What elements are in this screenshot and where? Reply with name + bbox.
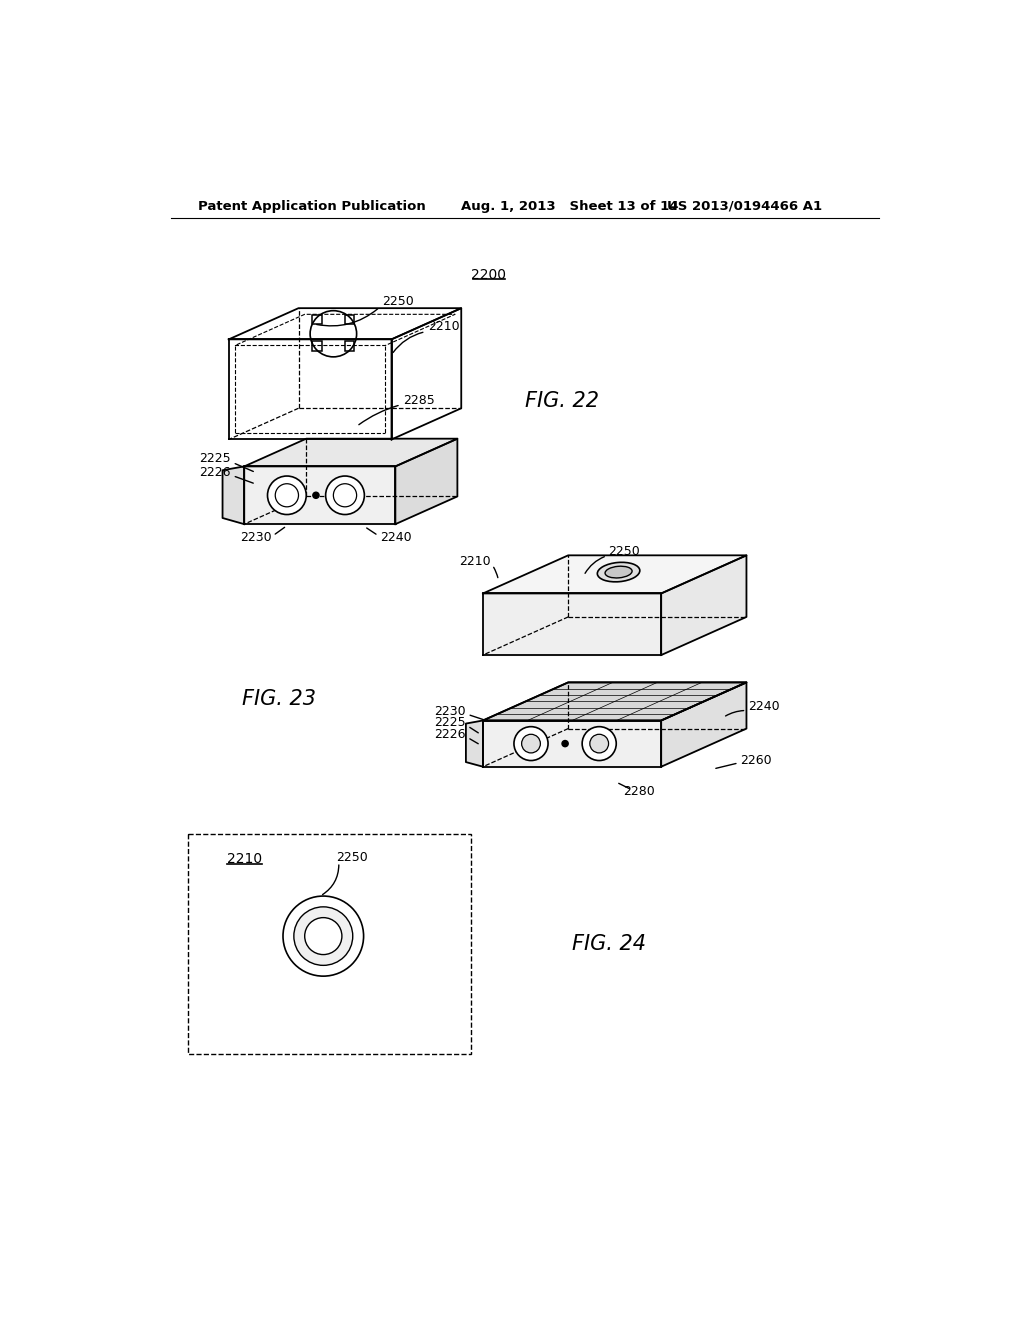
- Text: FIG. 24: FIG. 24: [571, 933, 645, 954]
- Circle shape: [521, 734, 541, 752]
- Polygon shape: [483, 682, 746, 721]
- Circle shape: [514, 726, 548, 760]
- Text: FIG. 22: FIG. 22: [525, 391, 599, 411]
- Polygon shape: [662, 556, 746, 655]
- Bar: [188, 834, 471, 1053]
- Ellipse shape: [605, 566, 632, 578]
- Circle shape: [590, 734, 608, 752]
- Text: 2210: 2210: [227, 853, 262, 866]
- Text: 2260: 2260: [740, 754, 772, 767]
- Text: FIG. 23: FIG. 23: [242, 689, 316, 709]
- Polygon shape: [662, 682, 746, 767]
- Text: 2240: 2240: [380, 531, 412, 544]
- Text: 2250: 2250: [608, 545, 640, 557]
- Bar: [312, 342, 322, 351]
- Polygon shape: [483, 721, 662, 767]
- Circle shape: [267, 477, 306, 515]
- Text: 2230: 2230: [434, 705, 466, 718]
- Text: 2285: 2285: [403, 395, 435, 408]
- Polygon shape: [395, 438, 458, 524]
- Text: 2210: 2210: [428, 319, 460, 333]
- Circle shape: [313, 492, 319, 499]
- Circle shape: [326, 477, 365, 515]
- Text: 2250: 2250: [382, 296, 414, 308]
- Text: 2210: 2210: [459, 554, 490, 568]
- Ellipse shape: [597, 562, 640, 582]
- Polygon shape: [222, 466, 245, 524]
- Polygon shape: [483, 556, 746, 594]
- Text: 2240: 2240: [748, 700, 779, 713]
- Text: 2226: 2226: [200, 466, 231, 479]
- Circle shape: [583, 726, 616, 760]
- Bar: [345, 314, 354, 323]
- Circle shape: [294, 907, 352, 965]
- Text: Patent Application Publication: Patent Application Publication: [198, 199, 426, 213]
- Circle shape: [283, 896, 364, 977]
- Text: 2280: 2280: [624, 785, 655, 797]
- Bar: [345, 342, 354, 351]
- Polygon shape: [466, 721, 483, 767]
- Text: 2250: 2250: [336, 851, 368, 865]
- Text: Aug. 1, 2013   Sheet 13 of 14: Aug. 1, 2013 Sheet 13 of 14: [461, 199, 679, 213]
- Text: 2225: 2225: [200, 453, 231, 465]
- Text: 2226: 2226: [434, 727, 466, 741]
- Text: 2200: 2200: [471, 268, 506, 282]
- Circle shape: [562, 741, 568, 747]
- Text: 2230: 2230: [240, 531, 271, 544]
- Polygon shape: [483, 594, 662, 655]
- Text: 2225: 2225: [434, 717, 466, 730]
- Circle shape: [305, 917, 342, 954]
- Polygon shape: [245, 438, 458, 466]
- Bar: [312, 314, 322, 323]
- Text: US 2013/0194466 A1: US 2013/0194466 A1: [667, 199, 821, 213]
- Polygon shape: [245, 466, 395, 524]
